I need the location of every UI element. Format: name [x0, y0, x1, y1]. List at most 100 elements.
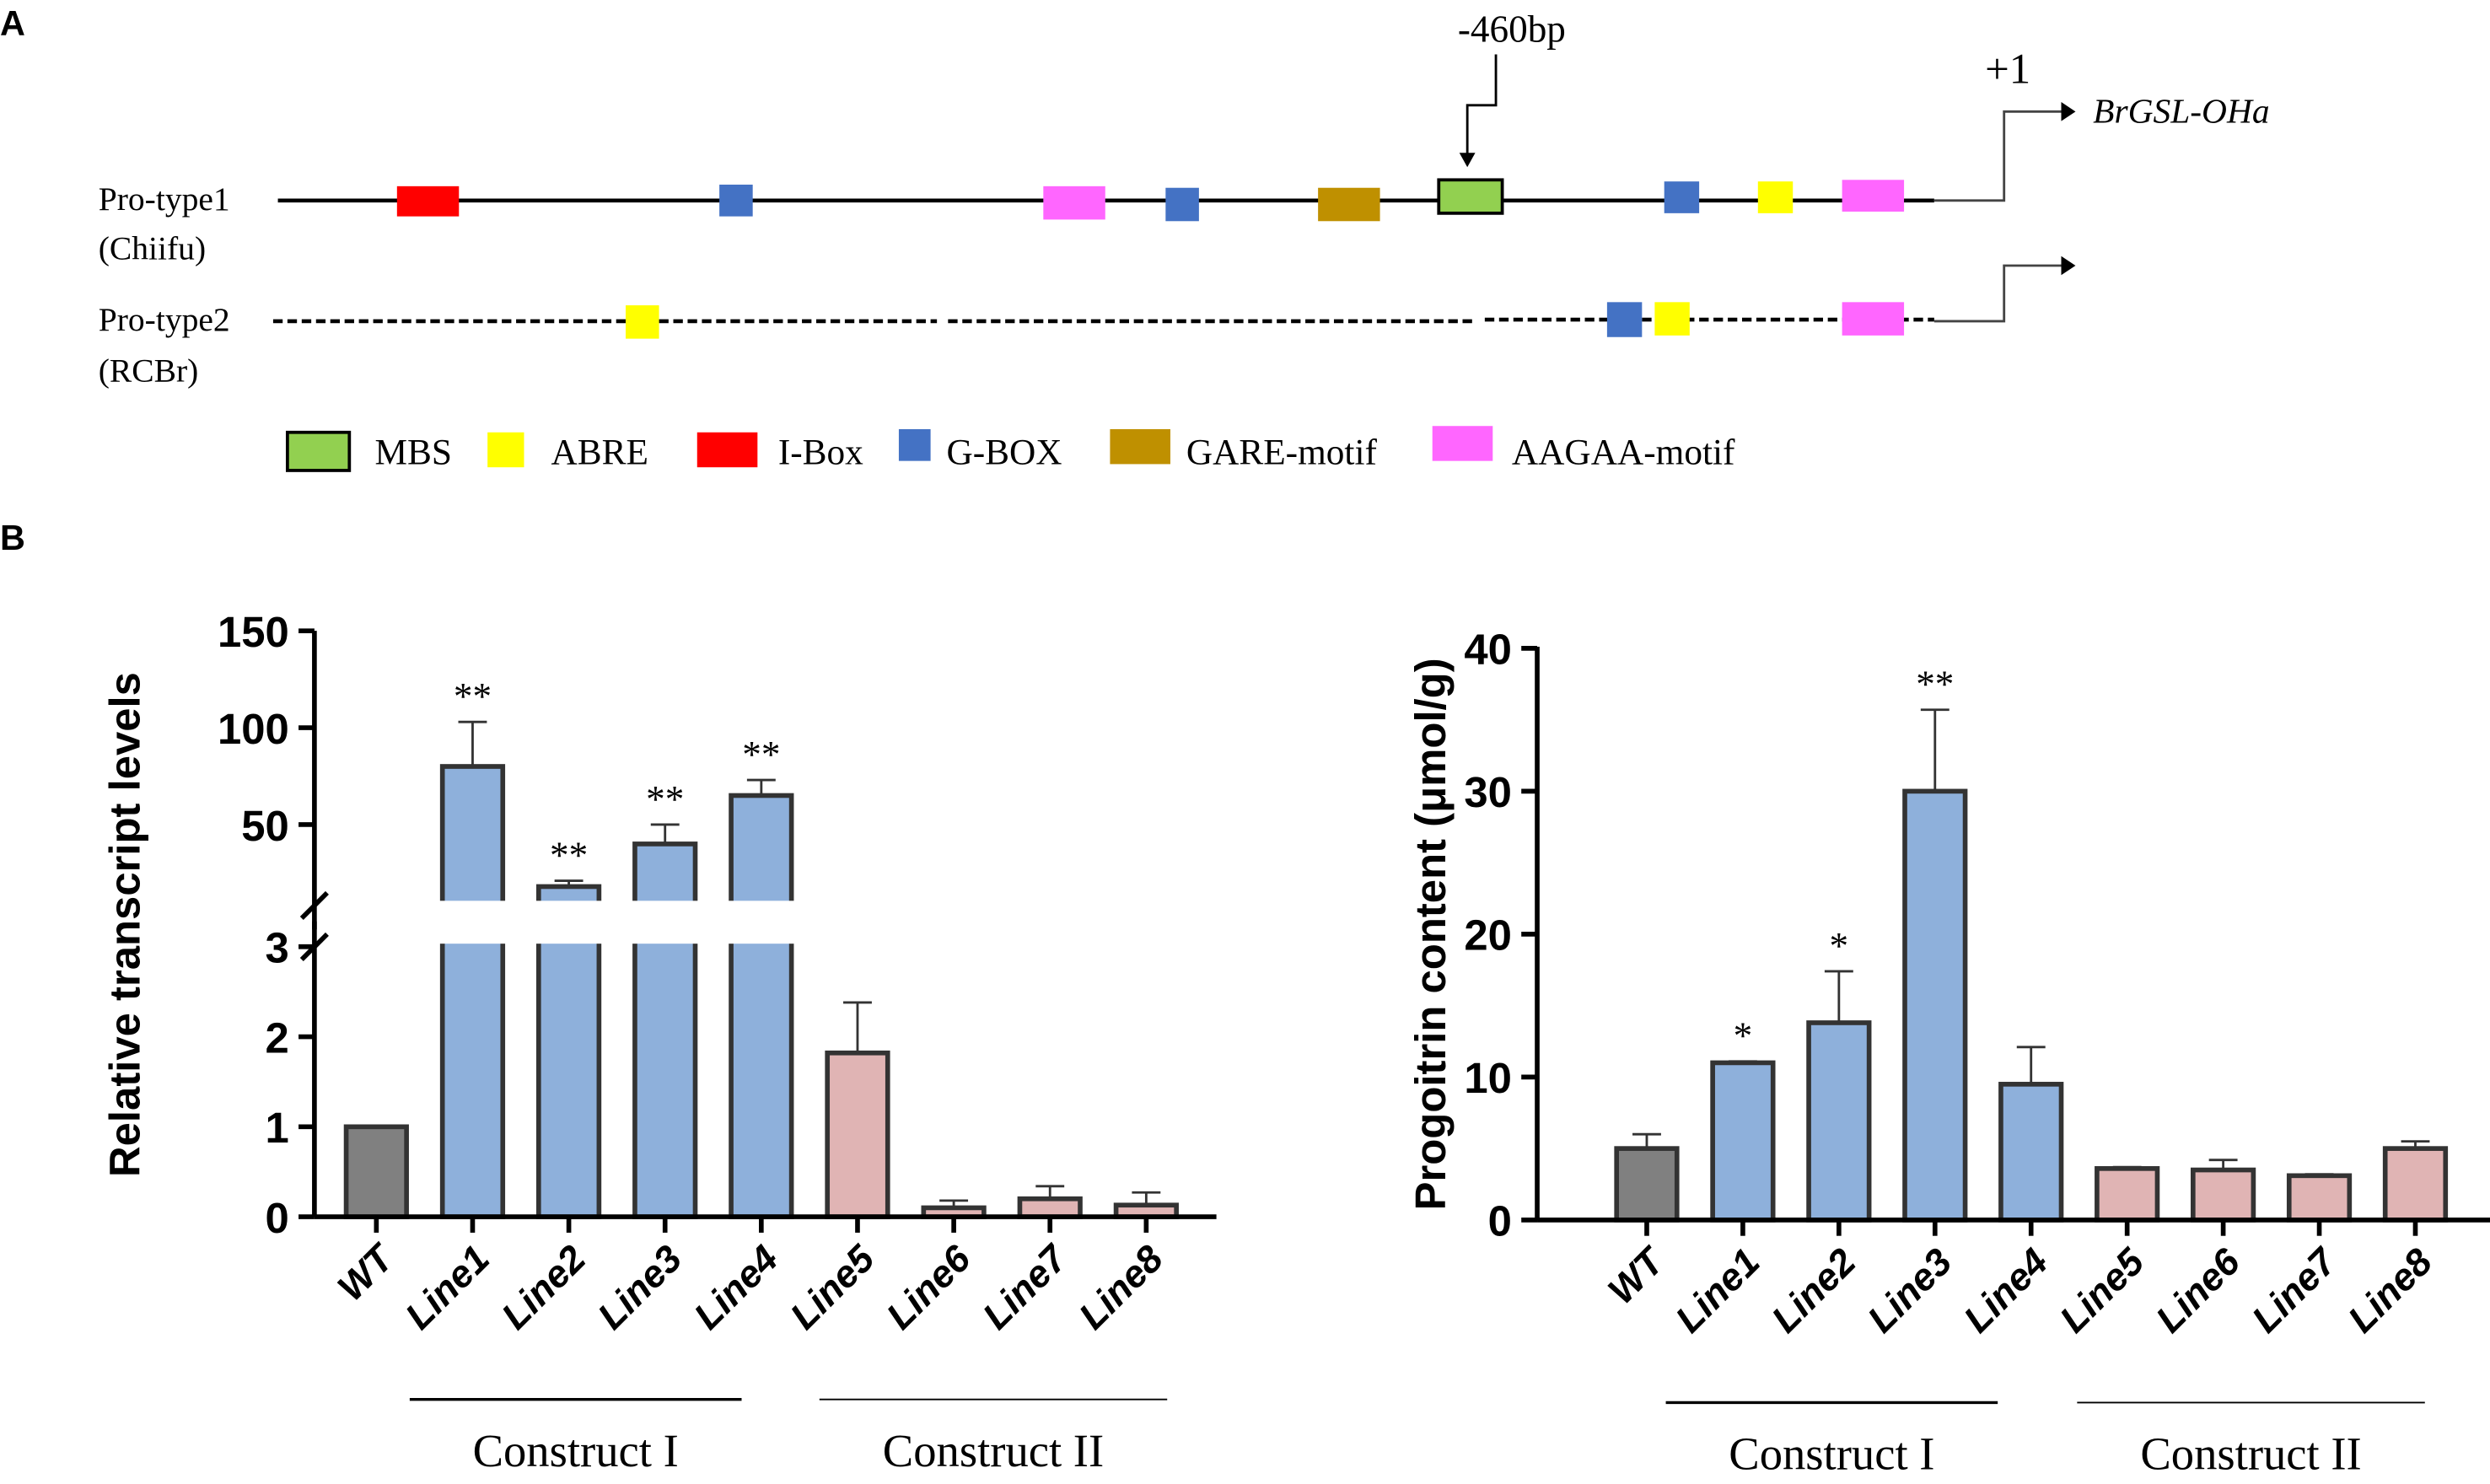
motif-abre-row1 — [1757, 181, 1794, 213]
legend-label-abre: ABRE — [551, 432, 648, 472]
x-tick-label-line6: Line6 — [2148, 1239, 2249, 1341]
legend-swatch-aagaa-motif — [1432, 426, 1493, 461]
legend-swatch-abre — [487, 432, 524, 468]
panel-a-label: A — [0, 3, 25, 43]
significance-line1: ** — [454, 675, 492, 718]
y-tick-label-30: 30 — [1464, 768, 1512, 816]
bar-line5 — [2095, 1166, 2160, 1223]
y-tick-label-100: 100 — [218, 705, 289, 753]
y-tick-label-2: 2 — [265, 1014, 288, 1062]
bar-line8 — [2382, 1146, 2449, 1223]
x-tick-label-line3: Line3 — [589, 1237, 691, 1338]
y-tick-label-3: 3 — [265, 924, 288, 972]
x-tick-label-line8: Line8 — [2340, 1239, 2441, 1341]
x-tick-label-line4: Line4 — [1955, 1240, 2057, 1342]
legend-label-aagaa-motif: AAGAA-motif — [1512, 432, 1735, 472]
bar-line3 — [1902, 788, 1968, 1223]
panel-b-label: B — [0, 518, 25, 557]
tss-arrow-1 — [1933, 110, 2062, 202]
motif-aagaa-motif-row1 — [1043, 186, 1105, 220]
motif-mbs-row1 — [1437, 178, 1504, 215]
row1-sub: (Chiifu) — [99, 229, 206, 266]
chart-transcript: Relative transcript levels WT ** Line1 ** Lin… — [101, 608, 1217, 1476]
marker-arrowhead-icon — [1459, 153, 1476, 168]
x-tick-label-line8: Line8 — [1071, 1236, 1172, 1337]
legend-swatch-g-box — [898, 428, 931, 461]
bar-line5 — [825, 1050, 890, 1219]
axis-break-mark-upper — [299, 890, 329, 921]
row2-name: Pro-type2 — [99, 301, 230, 338]
y-tick-label-1: 1 — [265, 1104, 288, 1152]
bar-line1 — [439, 764, 506, 1219]
bar-line3 — [632, 841, 698, 1219]
x-tick-label-line2: Line2 — [1763, 1240, 1864, 1342]
marker-arrow — [1465, 54, 1498, 157]
motif-aagaa-motif-row1 — [1842, 180, 1905, 212]
y-tick-label-0: 0 — [265, 1194, 288, 1242]
tss-label: +1 — [1985, 45, 2030, 92]
y-tick-label-150: 150 — [218, 608, 289, 656]
significance-line4: ** — [742, 734, 780, 776]
legend-swatch-mbs — [285, 430, 352, 472]
tss-arrow-2 — [1933, 264, 2062, 323]
x-tick-label-line1: Line1 — [397, 1237, 498, 1338]
legend-label-mbs: MBS — [374, 432, 451, 472]
legend: MBS ABRE I-Box G-BOX GARE-motif AAGAA-motif — [285, 426, 1735, 472]
bar-wt — [1614, 1146, 1680, 1223]
chart-progoitrin: Progoitrin content (μmol/g) WT * Line1 * Line… — [1406, 626, 2490, 1480]
significance-line1: * — [1734, 1015, 1753, 1057]
arrowhead-2-icon — [2061, 255, 2076, 276]
motif-abre-row2 — [626, 305, 659, 339]
y-tick-label-40: 40 — [1464, 626, 1512, 674]
significance-line2: * — [1830, 925, 1849, 967]
row1-name: Pro-type1 — [99, 180, 230, 218]
significance-line2: ** — [550, 834, 588, 876]
x-tick-label-line6: Line6 — [878, 1236, 979, 1337]
y-axis-label: Progoitrin content (μmol/g) — [1406, 658, 1455, 1210]
group-label-2: Construct II — [2140, 1428, 2361, 1480]
bar-line4 — [1998, 1082, 2064, 1223]
bar-line6 — [2190, 1167, 2256, 1223]
arrowhead-1-icon — [2061, 102, 2076, 121]
significance-line3: ** — [1916, 664, 1954, 706]
x-tick-label-wt: WT — [1600, 1238, 1674, 1312]
bar-line1 — [1710, 1060, 1776, 1223]
group-label-1: Construct I — [473, 1425, 679, 1476]
motif-g-box-row1 — [719, 184, 753, 217]
y-tick-label-20: 20 — [1464, 911, 1512, 960]
x-tick-label-line2: Line2 — [493, 1237, 594, 1338]
motif-gare-motif-row1 — [1318, 187, 1380, 222]
legend-label-i-box: I-Box — [778, 432, 863, 472]
bar-line7 — [1017, 1196, 1083, 1219]
legend-label-gare-motif: GARE-motif — [1186, 432, 1378, 472]
bar-line7 — [2286, 1173, 2353, 1223]
x-tick-label-line4: Line4 — [686, 1237, 787, 1338]
legend-label-g-box: G-BOX — [946, 432, 1062, 472]
bar-line4 — [729, 793, 794, 1219]
x-tick-label-line3: Line3 — [1859, 1240, 1960, 1342]
x-tick-label-line7: Line7 — [974, 1236, 1076, 1338]
axis-break-gap — [317, 901, 826, 944]
bar-line2 — [1806, 1020, 1872, 1223]
motif-boxes — [396, 178, 1905, 339]
y-tick-label-10: 10 — [1464, 1054, 1512, 1102]
gene-label: BrGSL-OHa — [2093, 92, 2269, 131]
x-tick-label-line1: Line1 — [1667, 1240, 1768, 1342]
motif-g-box-row1 — [1165, 187, 1199, 222]
y-axis-label: Relative transcript levels — [101, 672, 149, 1177]
y-tick-label-50: 50 — [241, 802, 289, 850]
legend-swatch-gare-motif — [1110, 428, 1170, 465]
bar-wt — [343, 1124, 409, 1219]
motif-abre-row2 — [1654, 302, 1690, 336]
y-tick-label-0: 0 — [1488, 1197, 1512, 1245]
x-tick-label-line7: Line7 — [2244, 1239, 2346, 1341]
motif-g-box-row2 — [1606, 302, 1643, 337]
motif-aagaa-motif-row2 — [1842, 302, 1905, 336]
group-label-1: Construct I — [1729, 1428, 1934, 1480]
x-tick-label-line5: Line5 — [782, 1236, 883, 1337]
legend-swatch-i-box — [696, 432, 758, 468]
motif-i-box-row1 — [396, 186, 460, 217]
significance-line3: ** — [646, 778, 684, 820]
